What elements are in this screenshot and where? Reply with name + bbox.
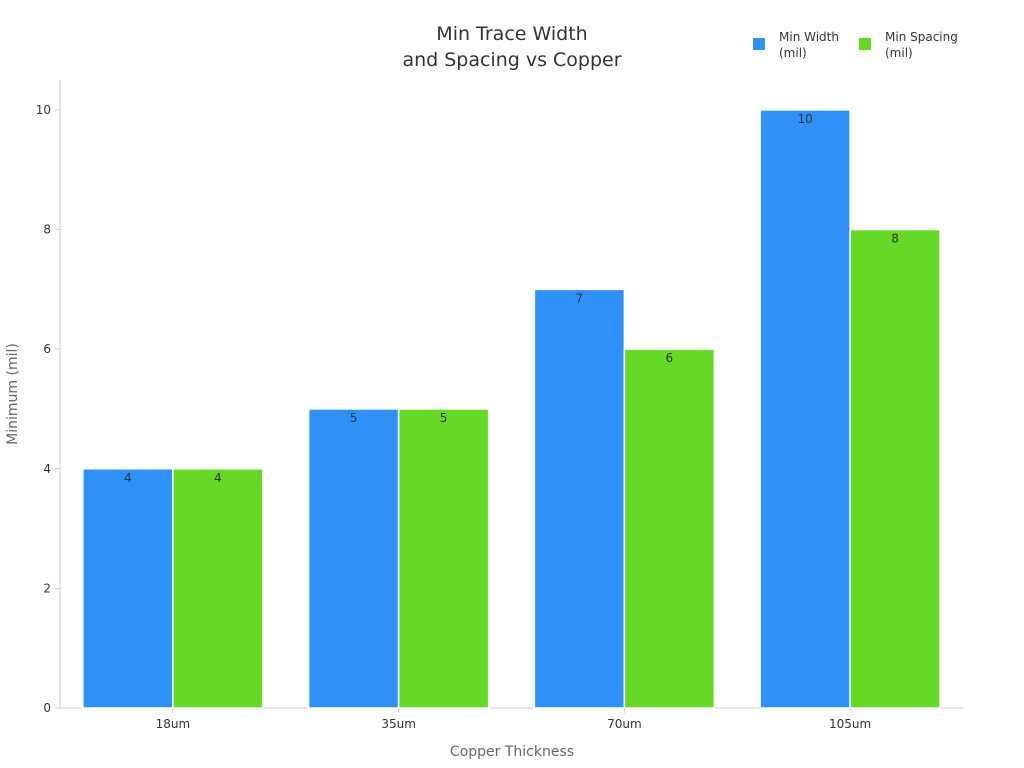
bar-value-label: 4 — [124, 471, 132, 485]
y-axis-ticks: 0 2 4 6 8 10 — [36, 103, 60, 715]
bar-35um-series-1 — [397, 408, 490, 709]
bar-70um-series-0 — [533, 288, 626, 709]
legend-label-min-width-line-1: Min Width — [779, 30, 839, 44]
y-tick-label: 4 — [43, 462, 51, 476]
bar-70um-series-1 — [623, 348, 716, 709]
y-tick-label: 0 — [43, 701, 51, 715]
x-tick-label: 70um — [607, 717, 642, 731]
y-tick-label: 2 — [43, 581, 51, 595]
legend-swatch-min-width — [753, 38, 765, 50]
legend-label-min-spacing-line-1: Min Spacing — [885, 30, 958, 44]
y-tick-label: 8 — [43, 223, 51, 237]
x-tick-label: 105um — [829, 717, 871, 731]
bar-value-label: 5 — [440, 411, 448, 425]
chart-title-line-1: Min Trace Width — [436, 23, 587, 45]
x-axis-label: Copper Thickness — [450, 744, 574, 760]
legend-swatch-min-spacing — [859, 38, 871, 50]
bar-value-label: 4 — [214, 471, 222, 485]
x-tick-label: 35um — [381, 717, 416, 731]
bar-value-label: 6 — [666, 351, 674, 365]
y-axis-label: Minimum (mil) — [5, 343, 21, 445]
bars: 4 4 5 5 7 6 10 8 — [82, 109, 941, 709]
chart-title-line-2: and Spacing vs Copper — [402, 49, 621, 71]
y-tick-label: 6 — [43, 342, 51, 356]
legend: Min Width (mil) Min Spacing (mil) — [753, 30, 958, 60]
bar-value-label: 10 — [797, 112, 812, 126]
bar-105um-series-0 — [759, 109, 851, 709]
bar-105um-series-1 — [849, 228, 941, 709]
bar-value-label: 5 — [350, 411, 358, 425]
x-axis-ticks: 18um 35um 70um 105um — [156, 708, 871, 731]
bar-value-label: 7 — [576, 291, 584, 305]
x-tick-label: 18um — [156, 717, 191, 731]
bar-18um-series-1 — [172, 468, 264, 709]
bar-18um-series-0 — [82, 468, 174, 709]
bar-35um-series-0 — [307, 408, 400, 709]
legend-label-min-width-line-2: (mil) — [779, 46, 807, 60]
y-tick-label: 10 — [36, 103, 51, 117]
legend-label-min-spacing-line-2: (mil) — [885, 46, 913, 60]
bar-value-label: 8 — [891, 232, 899, 246]
